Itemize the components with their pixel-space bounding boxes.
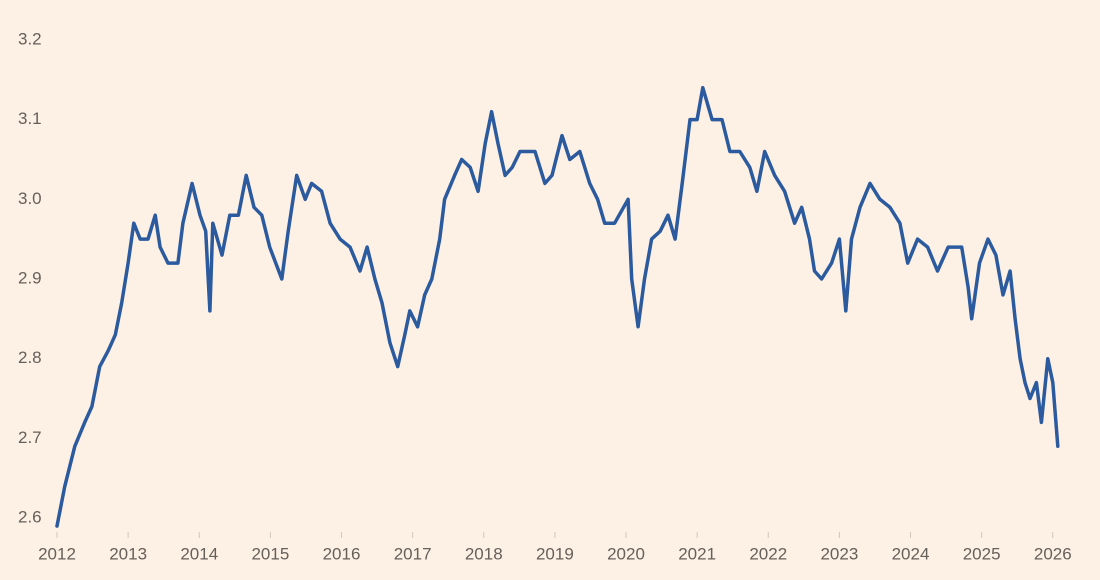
y-tick-label: 3.1 bbox=[18, 109, 42, 128]
x-tick-label: 2026 bbox=[1034, 544, 1072, 563]
y-tick-label: 2.6 bbox=[18, 508, 42, 527]
x-tick-label: 2019 bbox=[536, 544, 574, 563]
x-tick-label: 2022 bbox=[749, 544, 787, 563]
x-tick-label: 2012 bbox=[38, 544, 76, 563]
x-tick-label: 2013 bbox=[109, 544, 147, 563]
y-tick-label: 2.8 bbox=[18, 348, 42, 367]
y-tick-label: 2.9 bbox=[18, 268, 42, 287]
x-tick-label: 2024 bbox=[892, 544, 930, 563]
x-tick-label: 2021 bbox=[678, 544, 716, 563]
x-tick-label: 2015 bbox=[251, 544, 289, 563]
line bbox=[55, 85, 1060, 528]
y-tick-label: 3.0 bbox=[18, 189, 42, 208]
y-tick-label: 3.2 bbox=[18, 29, 42, 48]
x-tick-label: 2025 bbox=[963, 544, 1001, 563]
x-tick-label: 2020 bbox=[607, 544, 645, 563]
x-tick-label: 2023 bbox=[820, 544, 858, 563]
x-tick-label: 2017 bbox=[394, 544, 432, 563]
x-tick-label: 2016 bbox=[323, 544, 361, 563]
y-tick-label: 2.7 bbox=[18, 428, 42, 447]
x-tick-label: 2018 bbox=[465, 544, 503, 563]
x-tick-label: 2014 bbox=[180, 544, 218, 563]
